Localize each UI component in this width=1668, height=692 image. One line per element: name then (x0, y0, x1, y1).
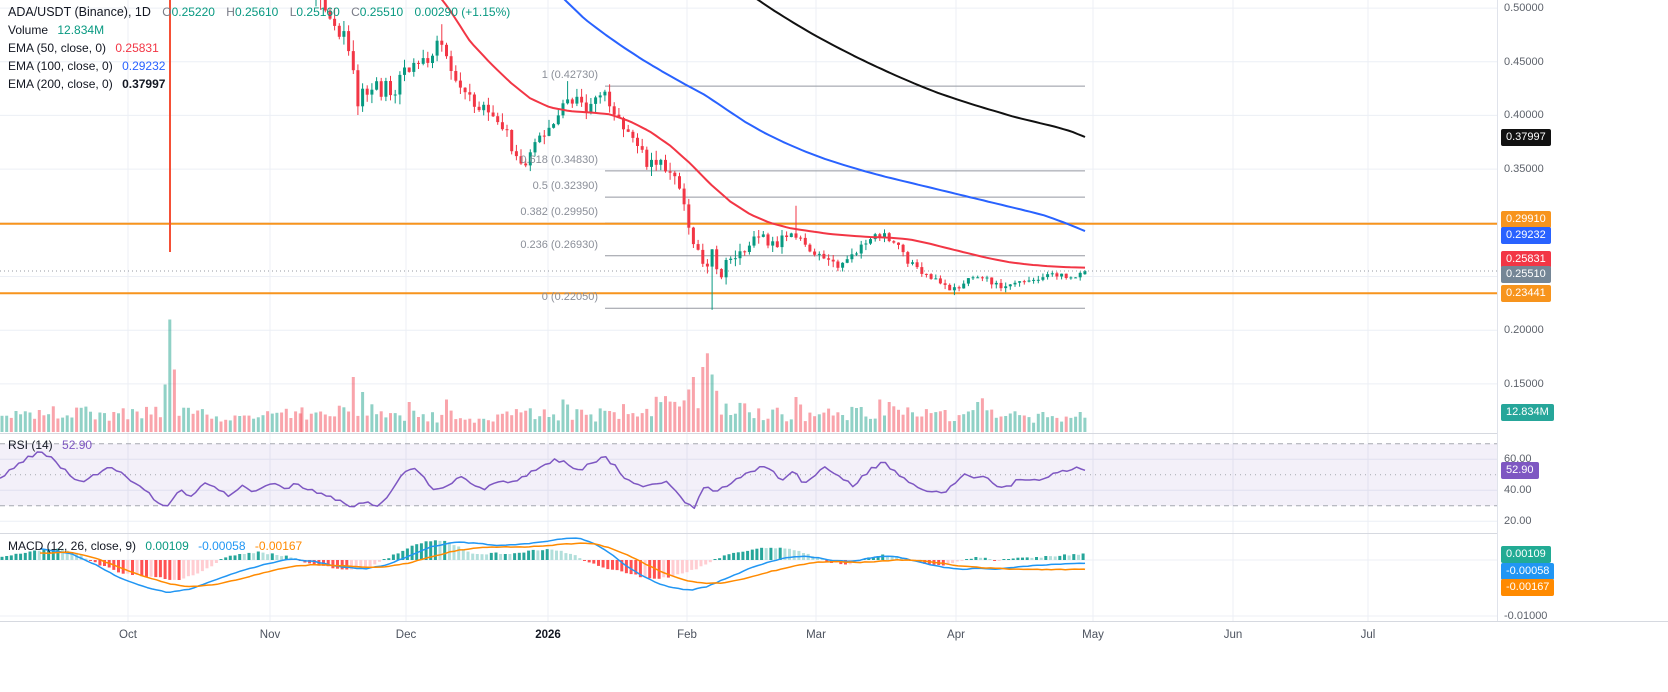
ema200-line (756, 0, 1086, 138)
candles (315, 0, 1087, 310)
grid-lines (0, 0, 1497, 621)
ema50-indicator-label[interactable]: EMA (50, close, 0) (8, 41, 107, 55)
axis-tick-label: 0.50000 (1504, 2, 1544, 15)
macd-hist-value: 0.00109 (145, 539, 189, 553)
open-value: 0.25220 (171, 5, 215, 19)
macd-indicator-label[interactable]: MACD (12, 26, close, 9) (8, 539, 137, 553)
axis-tick-label: 0.35000 (1504, 163, 1544, 176)
pane-separator[interactable] (0, 533, 1668, 534)
ema100-value: 0.29232 (122, 59, 166, 73)
rsi-pane (0, 443, 1497, 510)
rsi-value: 52.90 (62, 438, 93, 452)
change-value: 0.00290 (+1.15%) (414, 5, 511, 19)
fib-retracement[interactable] (605, 85, 1085, 309)
volume-row: Volume 12.834M (8, 21, 510, 39)
macd-legend: MACD (12, 26, close, 9) 0.00109 -0.00058… (8, 537, 302, 555)
ema50-value: 0.25831 (115, 41, 159, 55)
volume-badge: 12.834M (1501, 403, 1554, 421)
rsi-badge: 52.90 (1501, 461, 1539, 479)
volume-value: 12.834M (57, 23, 105, 37)
high-label: H (226, 5, 235, 19)
last-price-badge: 0.25510 (1501, 265, 1551, 283)
close-value: 0.25510 (359, 5, 404, 19)
rsi-indicator-label[interactable]: RSI (14) (8, 438, 53, 452)
open-label: O (162, 5, 172, 19)
ema200-badge: 0.37997 (1501, 128, 1551, 146)
ema100-indicator-label[interactable]: EMA (100, close, 0) (8, 59, 113, 73)
time-tick-label: Feb (677, 629, 697, 641)
close-label: C (351, 5, 360, 19)
price-pane (0, 0, 1497, 433)
ema50-line (440, 0, 1086, 269)
pane-separator[interactable] (0, 433, 1668, 434)
time-scale[interactable]: Oct Nov Dec 2026 Feb Mar Apr May Jun Jul (0, 621, 1668, 651)
ema100-row: EMA (100, close, 0) 0.29232 (8, 57, 510, 75)
time-tick-label: Nov (259, 629, 281, 641)
ema100-badge: 0.29232 (1501, 226, 1551, 244)
rsi-legend: RSI (14) 52.90 (8, 436, 92, 454)
symbol-title[interactable]: ADA/USDT (Binance), 1D (8, 5, 151, 19)
axis-tick-label: 0.40000 (1504, 109, 1544, 122)
time-tick-label: May (1082, 629, 1104, 641)
macd-signal-badge: -0.00167 (1501, 578, 1555, 596)
rsi-row: RSI (14) 52.90 (8, 436, 92, 454)
axis-tick-label: 0.15000 (1504, 377, 1544, 390)
macd-line-badge: -0.00058 (1501, 562, 1555, 580)
hline-badge-upper: 0.29910 (1501, 211, 1551, 229)
macd-pane (0, 537, 1086, 593)
time-tick-label: Mar (806, 629, 826, 641)
time-tick-label: Jul (1360, 629, 1376, 641)
macd-line-value: -0.00058 (198, 539, 246, 553)
time-tick-label: Apr (947, 629, 965, 641)
hline-badge-lower: 0.23441 (1501, 284, 1551, 302)
time-tick-label: 2026 (535, 629, 561, 641)
ema50-badge: 0.25831 (1501, 251, 1551, 269)
low-label: L (289, 5, 297, 19)
chart-canvas[interactable] (0, 0, 1497, 621)
symbol-ohlc-row: ADA/USDT (Binance), 1D O0.25220 H0.25610… (8, 3, 510, 21)
axis-tick-label: 20.00 (1504, 515, 1532, 528)
ema100-line (563, 0, 1086, 233)
macd-row: MACD (12, 26, close, 9) 0.00109 -0.00058… (8, 537, 302, 555)
time-tick-label: Oct (119, 629, 137, 641)
rsi-line (0, 451, 1086, 510)
ema200-indicator-label[interactable]: EMA (200, close, 0) (8, 77, 113, 91)
volume-indicator-label[interactable]: Volume (8, 23, 49, 37)
ema50-row: EMA (50, close, 0) 0.25831 (8, 39, 510, 57)
macd-hist-badge: 0.00109 (1501, 545, 1551, 563)
macd-signal-line (39, 542, 1086, 588)
volume-bars (0, 319, 1087, 433)
time-tick-label: Jun (1223, 629, 1243, 641)
axis-tick-label: 0.20000 (1504, 324, 1544, 337)
axis-tick-label: 40.00 (1504, 484, 1532, 497)
time-tick-label: Dec (395, 629, 417, 641)
low-value: 0.25160 (296, 5, 340, 19)
ema200-row: EMA (200, close, 0) 0.37997 (8, 75, 510, 93)
axis-tick-label: 0.45000 (1504, 55, 1544, 68)
price-scale[interactable]: 0.50000 0.45000 0.40000 0.35000 0.20000 0.150… (1497, 0, 1668, 622)
ema200-value: 0.37997 (122, 77, 166, 91)
axis-tick-label: -0.01000 (1504, 610, 1548, 622)
macd-signal-value: -0.00167 (254, 539, 303, 553)
high-value: 0.25610 (234, 5, 279, 19)
main-legend: ADA/USDT (Binance), 1D O0.25220 H0.25610… (8, 3, 510, 93)
